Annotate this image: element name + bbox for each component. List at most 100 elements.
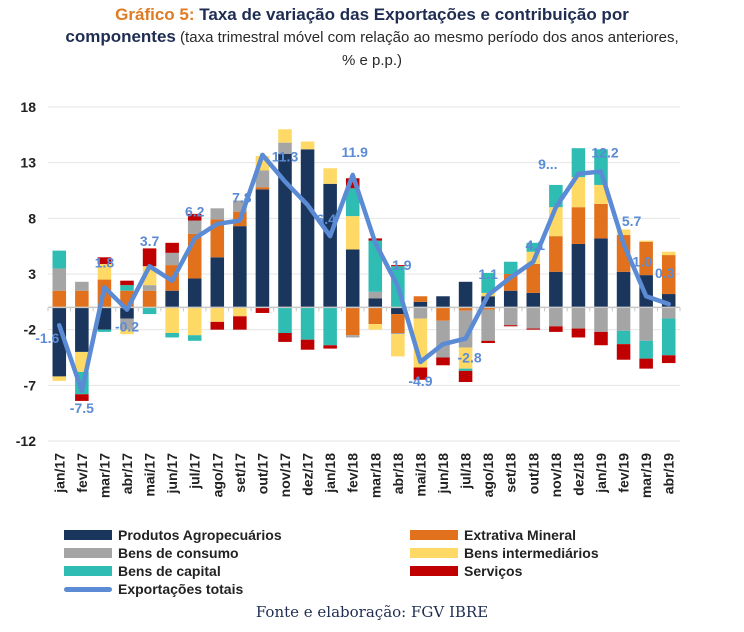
bar-segment [187, 307, 202, 336]
bar-segment [233, 307, 247, 317]
y-tick-label: 13 [20, 155, 36, 171]
bar-segment [571, 177, 586, 208]
bar-segment [503, 261, 518, 274]
x-tick-label: fev/18 [345, 453, 361, 493]
data-label: 1.8 [95, 254, 115, 270]
x-tick-label: abr/18 [390, 453, 406, 494]
x-tick-label: out/17 [254, 453, 270, 494]
bar-segment [210, 208, 225, 220]
x-tick-label: nov/18 [548, 453, 564, 498]
bar-segment [661, 355, 676, 364]
x-tick-label: fev/17 [74, 453, 90, 493]
bar-segment [165, 242, 179, 253]
bar-segment [120, 329, 134, 335]
legend-label: Bens de capital [118, 563, 221, 579]
bar-segment [233, 316, 247, 330]
source-note: Fonte e elaboração: FGV IBRE [255, 603, 489, 621]
title-main2: componentes [65, 27, 176, 46]
y-tick-label: -2 [24, 322, 37, 338]
x-tick-label: ago/18 [480, 453, 496, 498]
y-tick-label: -7 [24, 377, 37, 393]
bar-segment [594, 307, 608, 332]
bar-segment [571, 243, 586, 308]
data-label: 1.0 [632, 253, 652, 269]
bar-segment [616, 330, 631, 345]
bar-segment [75, 307, 89, 352]
bar-segment [481, 296, 495, 308]
legend-swatch [64, 566, 112, 576]
x-tick-label: jul/18 [458, 453, 474, 490]
x-tick-label: fev/19 [616, 453, 632, 493]
bar-segment [120, 285, 134, 291]
bar-segment [300, 339, 315, 350]
data-label: 6.2 [185, 203, 205, 219]
bar-segment [120, 318, 134, 330]
bar-segment [549, 271, 563, 308]
bar-segment [458, 347, 473, 369]
y-tick-label: 18 [20, 99, 36, 115]
legend-label: Produtos Agropecuários [118, 527, 282, 543]
legend-label: Extrativa Mineral [464, 527, 577, 543]
legend-label: Exportações totais [118, 581, 244, 597]
bar-segment [187, 220, 202, 234]
x-tick-label: dez/18 [570, 453, 586, 496]
legend-label: Serviços [464, 563, 523, 579]
x-tick-label: mar/18 [367, 453, 383, 498]
bar-segment [639, 307, 653, 341]
data-label: 6.4 [316, 211, 336, 227]
bar-segment [210, 321, 225, 330]
bar-segment [345, 335, 360, 338]
bar-segment [323, 345, 337, 349]
bar-segment [278, 129, 292, 143]
x-tick-label: abr/17 [119, 453, 135, 494]
bar-segment [97, 263, 112, 280]
bar-segment [165, 290, 179, 308]
x-tick-label: mai/18 [412, 453, 428, 497]
bar-segment [165, 252, 179, 266]
title-prefix: Gráfico 5: [115, 5, 195, 24]
bar-segment [458, 370, 473, 382]
bar-segment [368, 298, 383, 308]
bar-segment [187, 335, 202, 341]
x-tick-label: out/18 [525, 453, 541, 494]
bar-segment [413, 301, 428, 308]
bar-segment [210, 257, 225, 308]
bar-segment [52, 268, 67, 291]
bar-segment [594, 203, 608, 239]
bar-segment [571, 328, 586, 338]
bar-segment [323, 307, 337, 346]
bar-segment [526, 328, 541, 330]
bar-segment [413, 307, 428, 319]
x-tick-label: dez/17 [300, 453, 316, 496]
bar-segment [436, 307, 450, 321]
bar-segment [571, 307, 586, 329]
bar-segment [255, 307, 270, 313]
bar-segment [413, 296, 428, 302]
bar-segment [278, 333, 292, 342]
bar-segment [481, 309, 495, 341]
bar-segment [616, 271, 631, 308]
bar-segment [187, 278, 202, 308]
bar-segment [52, 290, 67, 308]
bar-segment [278, 153, 292, 308]
legend-item: Extrativa Mineral [410, 526, 576, 544]
bar-segment [255, 187, 270, 190]
bar-segment [52, 250, 67, 269]
legend-item: Produtos Agropecuários [64, 526, 282, 544]
data-label: 7.8 [232, 190, 252, 206]
bar-segment [278, 307, 292, 334]
total-exports-line [57, 152, 671, 394]
bar-segment [503, 290, 518, 308]
legend-swatch [64, 548, 112, 558]
bar-segment [391, 265, 405, 267]
legend-item: Serviços [410, 562, 522, 580]
bar-segment [75, 394, 89, 401]
bar-segment [458, 281, 473, 308]
x-tick-label: mar/17 [96, 453, 112, 498]
bar-segment [639, 241, 653, 276]
bar-segment [616, 307, 631, 331]
bar-segment [120, 307, 134, 319]
y-tick-label: 3 [28, 266, 36, 282]
bar-segment [97, 257, 112, 264]
bar-segment [300, 307, 315, 340]
